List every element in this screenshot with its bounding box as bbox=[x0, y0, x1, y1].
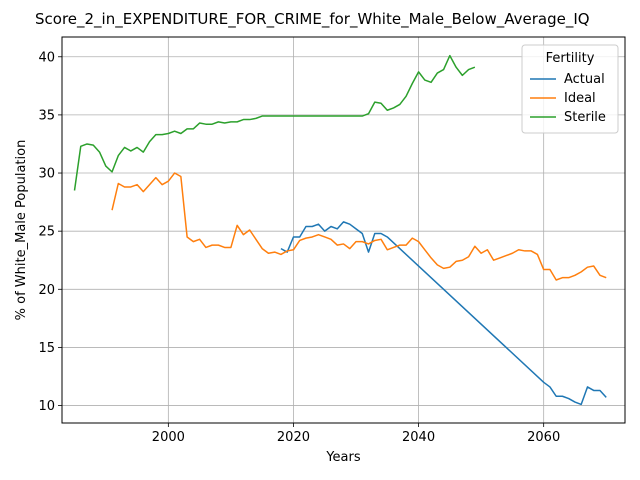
legend-label: Actual bbox=[564, 72, 605, 87]
x-axis-label: Years bbox=[325, 450, 361, 465]
legend-label: Sterile bbox=[564, 110, 606, 125]
plot-frame bbox=[61, 36, 626, 424]
y-tick-label: 10 bbox=[38, 399, 55, 414]
y-tick-label: 35 bbox=[38, 108, 55, 123]
legend-label: Ideal bbox=[564, 91, 596, 106]
legend-title: Fertility bbox=[546, 51, 595, 66]
x-tick-label: 2000 bbox=[152, 430, 185, 445]
x-tick-label: 2020 bbox=[277, 430, 310, 445]
series-line-ideal bbox=[111, 172, 607, 281]
y-tick-label: 20 bbox=[38, 283, 55, 298]
legend: Fertility Actual Ideal Sterile bbox=[521, 44, 619, 134]
chart-title: Score_2_in_EXPENDITURE_FOR_CRIME_for_Whi… bbox=[35, 10, 590, 29]
y-tick-label: 25 bbox=[38, 225, 55, 240]
axis-ticks: 2000 2020 2040 2060 10 15 20 25 30 35 40 bbox=[38, 50, 560, 445]
y-tick-label: 30 bbox=[38, 167, 55, 182]
legend-items: Actual Ideal Sterile bbox=[530, 72, 606, 125]
legend-box bbox=[521, 44, 619, 134]
y-tick-label: 15 bbox=[38, 341, 55, 356]
series-line-sterile bbox=[73, 54, 476, 191]
x-tick-label: 2040 bbox=[402, 430, 435, 445]
series-layer bbox=[73, 54, 607, 406]
x-tick-label: 2060 bbox=[527, 430, 560, 445]
y-tick-label: 40 bbox=[38, 50, 55, 65]
y-axis-label: % of White_Male Population bbox=[14, 140, 29, 321]
series-line-actual bbox=[280, 221, 607, 406]
